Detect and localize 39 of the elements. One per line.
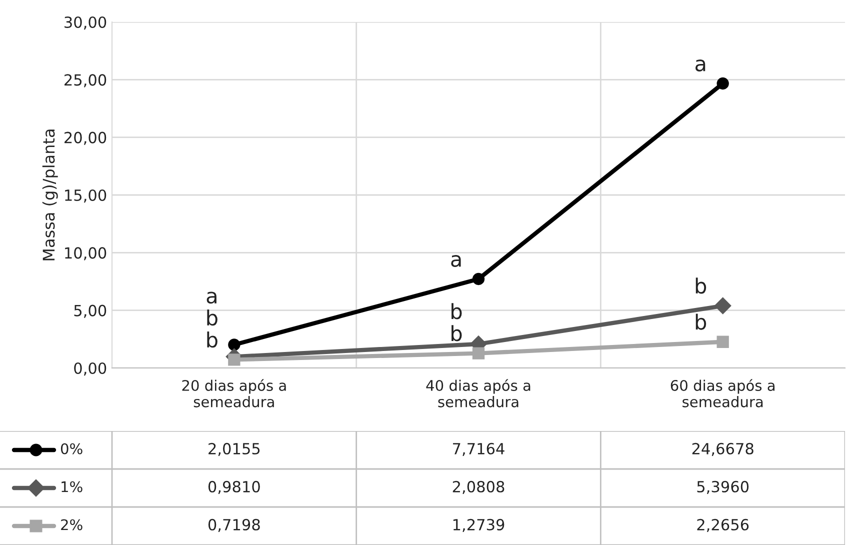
data-label: 2,0155 — [208, 442, 260, 456]
annotation: a — [206, 292, 216, 304]
annotation: b — [452, 303, 462, 320]
annotation: a — [695, 60, 706, 72]
data-label: 5,3960 — [697, 480, 749, 494]
legend-label: 0% — [60, 443, 82, 454]
legend-label: 1% — [62, 481, 82, 492]
y-tick-label: 30,00 — [64, 16, 106, 30]
data-label: 24,6678 — [692, 442, 754, 456]
point — [472, 272, 485, 286]
y-axis-title: Massa (g)/planta — [42, 130, 58, 260]
annotation: b — [696, 314, 706, 330]
annotation: b — [207, 310, 218, 326]
point — [472, 347, 485, 360]
y-tick-label: 15,00 — [65, 189, 106, 203]
data-label: 7,7164 — [453, 442, 504, 456]
legend-label: 2% — [61, 519, 82, 530]
point — [716, 77, 729, 90]
point — [716, 336, 729, 348]
data-label: 0,7198 — [208, 518, 260, 532]
annotation: b — [696, 278, 706, 294]
point — [228, 338, 240, 351]
data-label: 2,2656 — [697, 518, 749, 532]
annotation: b — [452, 325, 462, 342]
data-label: 0,9810 — [208, 480, 260, 494]
y-tick-label: 10,00 — [65, 247, 106, 260]
data-label: 1,2739 — [453, 518, 504, 532]
point — [228, 354, 240, 366]
y-tick-label: 5,00 — [74, 304, 106, 318]
point — [714, 297, 732, 314]
annotation: a — [451, 255, 461, 267]
x-tick-label: 40 dias após a semeadura — [426, 379, 530, 408]
annotation: b — [207, 332, 218, 348]
x-tick-label: 20 dias após a semeadura — [182, 379, 286, 408]
y-tick-label: 0,00 — [74, 362, 106, 376]
x-tick-label: 60 dias após a semeadura — [670, 379, 774, 408]
y-tick-label: 20,00 — [64, 132, 106, 145]
data-label: 2,0808 — [452, 480, 504, 494]
y-tick-label: 25,00 — [64, 74, 106, 88]
